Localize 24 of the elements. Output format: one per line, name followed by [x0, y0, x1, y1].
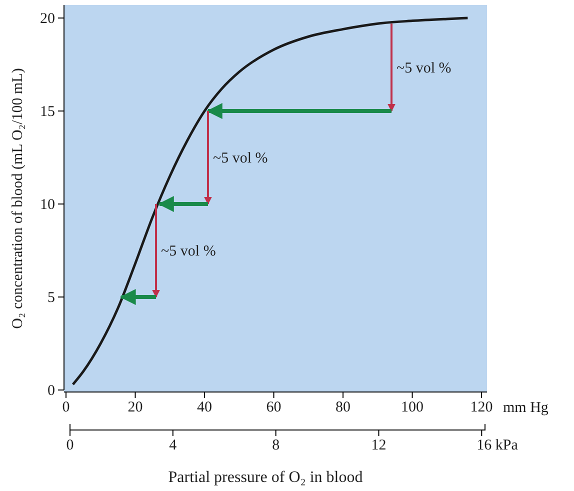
annotation: ~5 vol % [212, 150, 268, 167]
x-tick-label: 0 [62, 400, 70, 416]
x2-tick-label: 12 [371, 438, 386, 454]
x2-tick-label: 0 [66, 438, 74, 454]
x-axis-title: mm Hg [503, 400, 549, 416]
y-tick-label: 10 [40, 196, 55, 213]
x-tick-label: 60 [266, 400, 282, 416]
y-tick-label: 20 [40, 10, 55, 27]
x2-tick-label: 8 [272, 438, 280, 454]
x-tick-label: 80 [336, 400, 351, 416]
x2-axis-title: Partial pressure of O₂ in blood [168, 469, 363, 486]
x-tick-label: 20 [128, 400, 143, 416]
y-axis-title: O₂ concentration of blood (mL O₂/100 mL) [10, 68, 26, 329]
line-series [72, 16, 469, 386]
x-tick-label: 100 [401, 400, 424, 416]
y-tick-label: 0 [48, 382, 55, 399]
x2-tick-label: 4 [169, 438, 178, 454]
x-tick-label: 120 [470, 400, 493, 416]
y-tick-label: 5 [48, 290, 55, 306]
x-tick-label: 40 [197, 400, 212, 416]
y-tick-label: 15 [40, 104, 55, 120]
annotation: ~5 vol % [396, 60, 452, 76]
annotation: ~5 vol % [161, 244, 216, 260]
x2-tick-label: 16 kPa [476, 438, 518, 454]
